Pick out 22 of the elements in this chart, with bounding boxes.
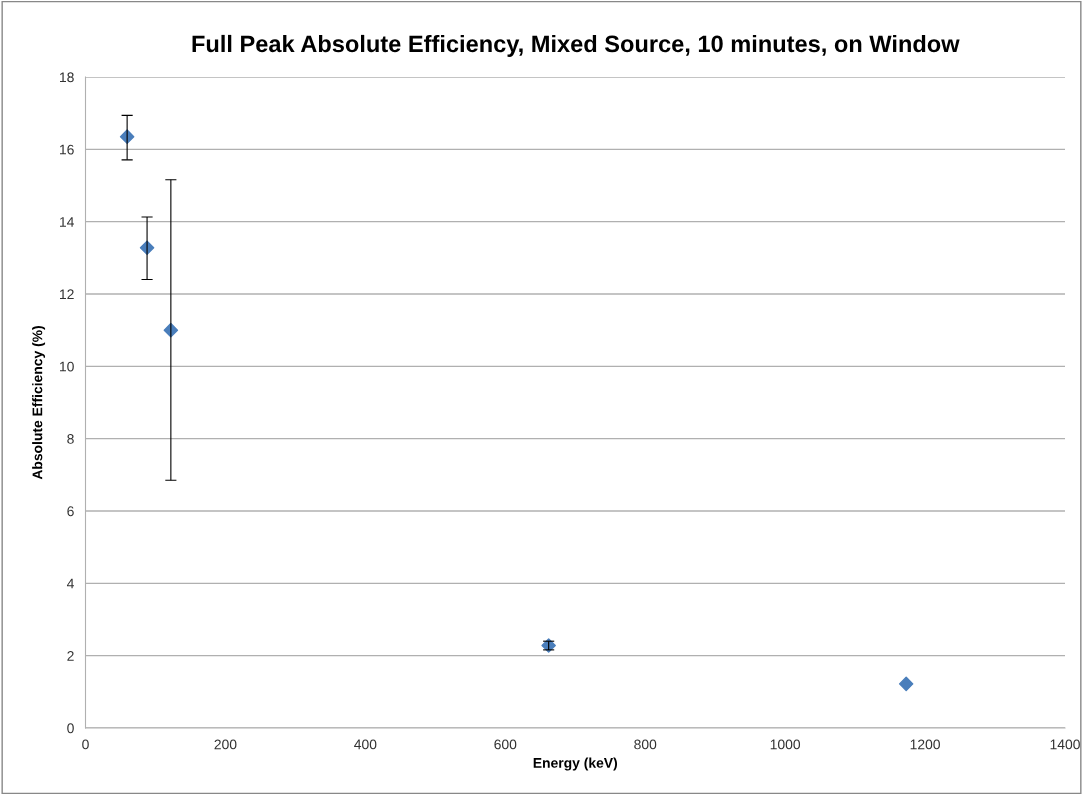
- y-tick-label: 2: [67, 651, 74, 661]
- y-tick-label: 10: [60, 361, 74, 372]
- point: [898, 676, 914, 692]
- x-tick-label: 600: [494, 739, 517, 750]
- y-tick-label: 14: [60, 217, 74, 227]
- y-axis-title: Absolute Efficiency (%): [32, 326, 46, 480]
- x-axis-title: Energy (keV): [533, 757, 618, 771]
- x-tick-label: 200: [214, 739, 237, 750]
- y-tick-label: 4: [66, 578, 74, 589]
- chart-title: Full Peak Absolute Efficiency, Mixed Source, 10 minutes, on Window: [192, 34, 960, 57]
- y-tick-label: 8: [67, 434, 74, 444]
- y-tick-label: 18: [60, 72, 74, 83]
- x-tick-label: 400: [354, 739, 377, 750]
- y-tick-label: 12: [60, 289, 74, 300]
- x-tick-label: 0: [82, 739, 89, 750]
- x-tick-label: 800: [634, 739, 657, 750]
- x-tick-label: 1200: [910, 739, 940, 750]
- y-tick-label: 16: [60, 144, 74, 155]
- y-tick-label: 6: [67, 506, 74, 517]
- x-tick-label: 1000: [770, 739, 801, 750]
- x-tick-label: 1400: [1050, 739, 1080, 750]
- y-tick-label: 0: [67, 723, 74, 734]
